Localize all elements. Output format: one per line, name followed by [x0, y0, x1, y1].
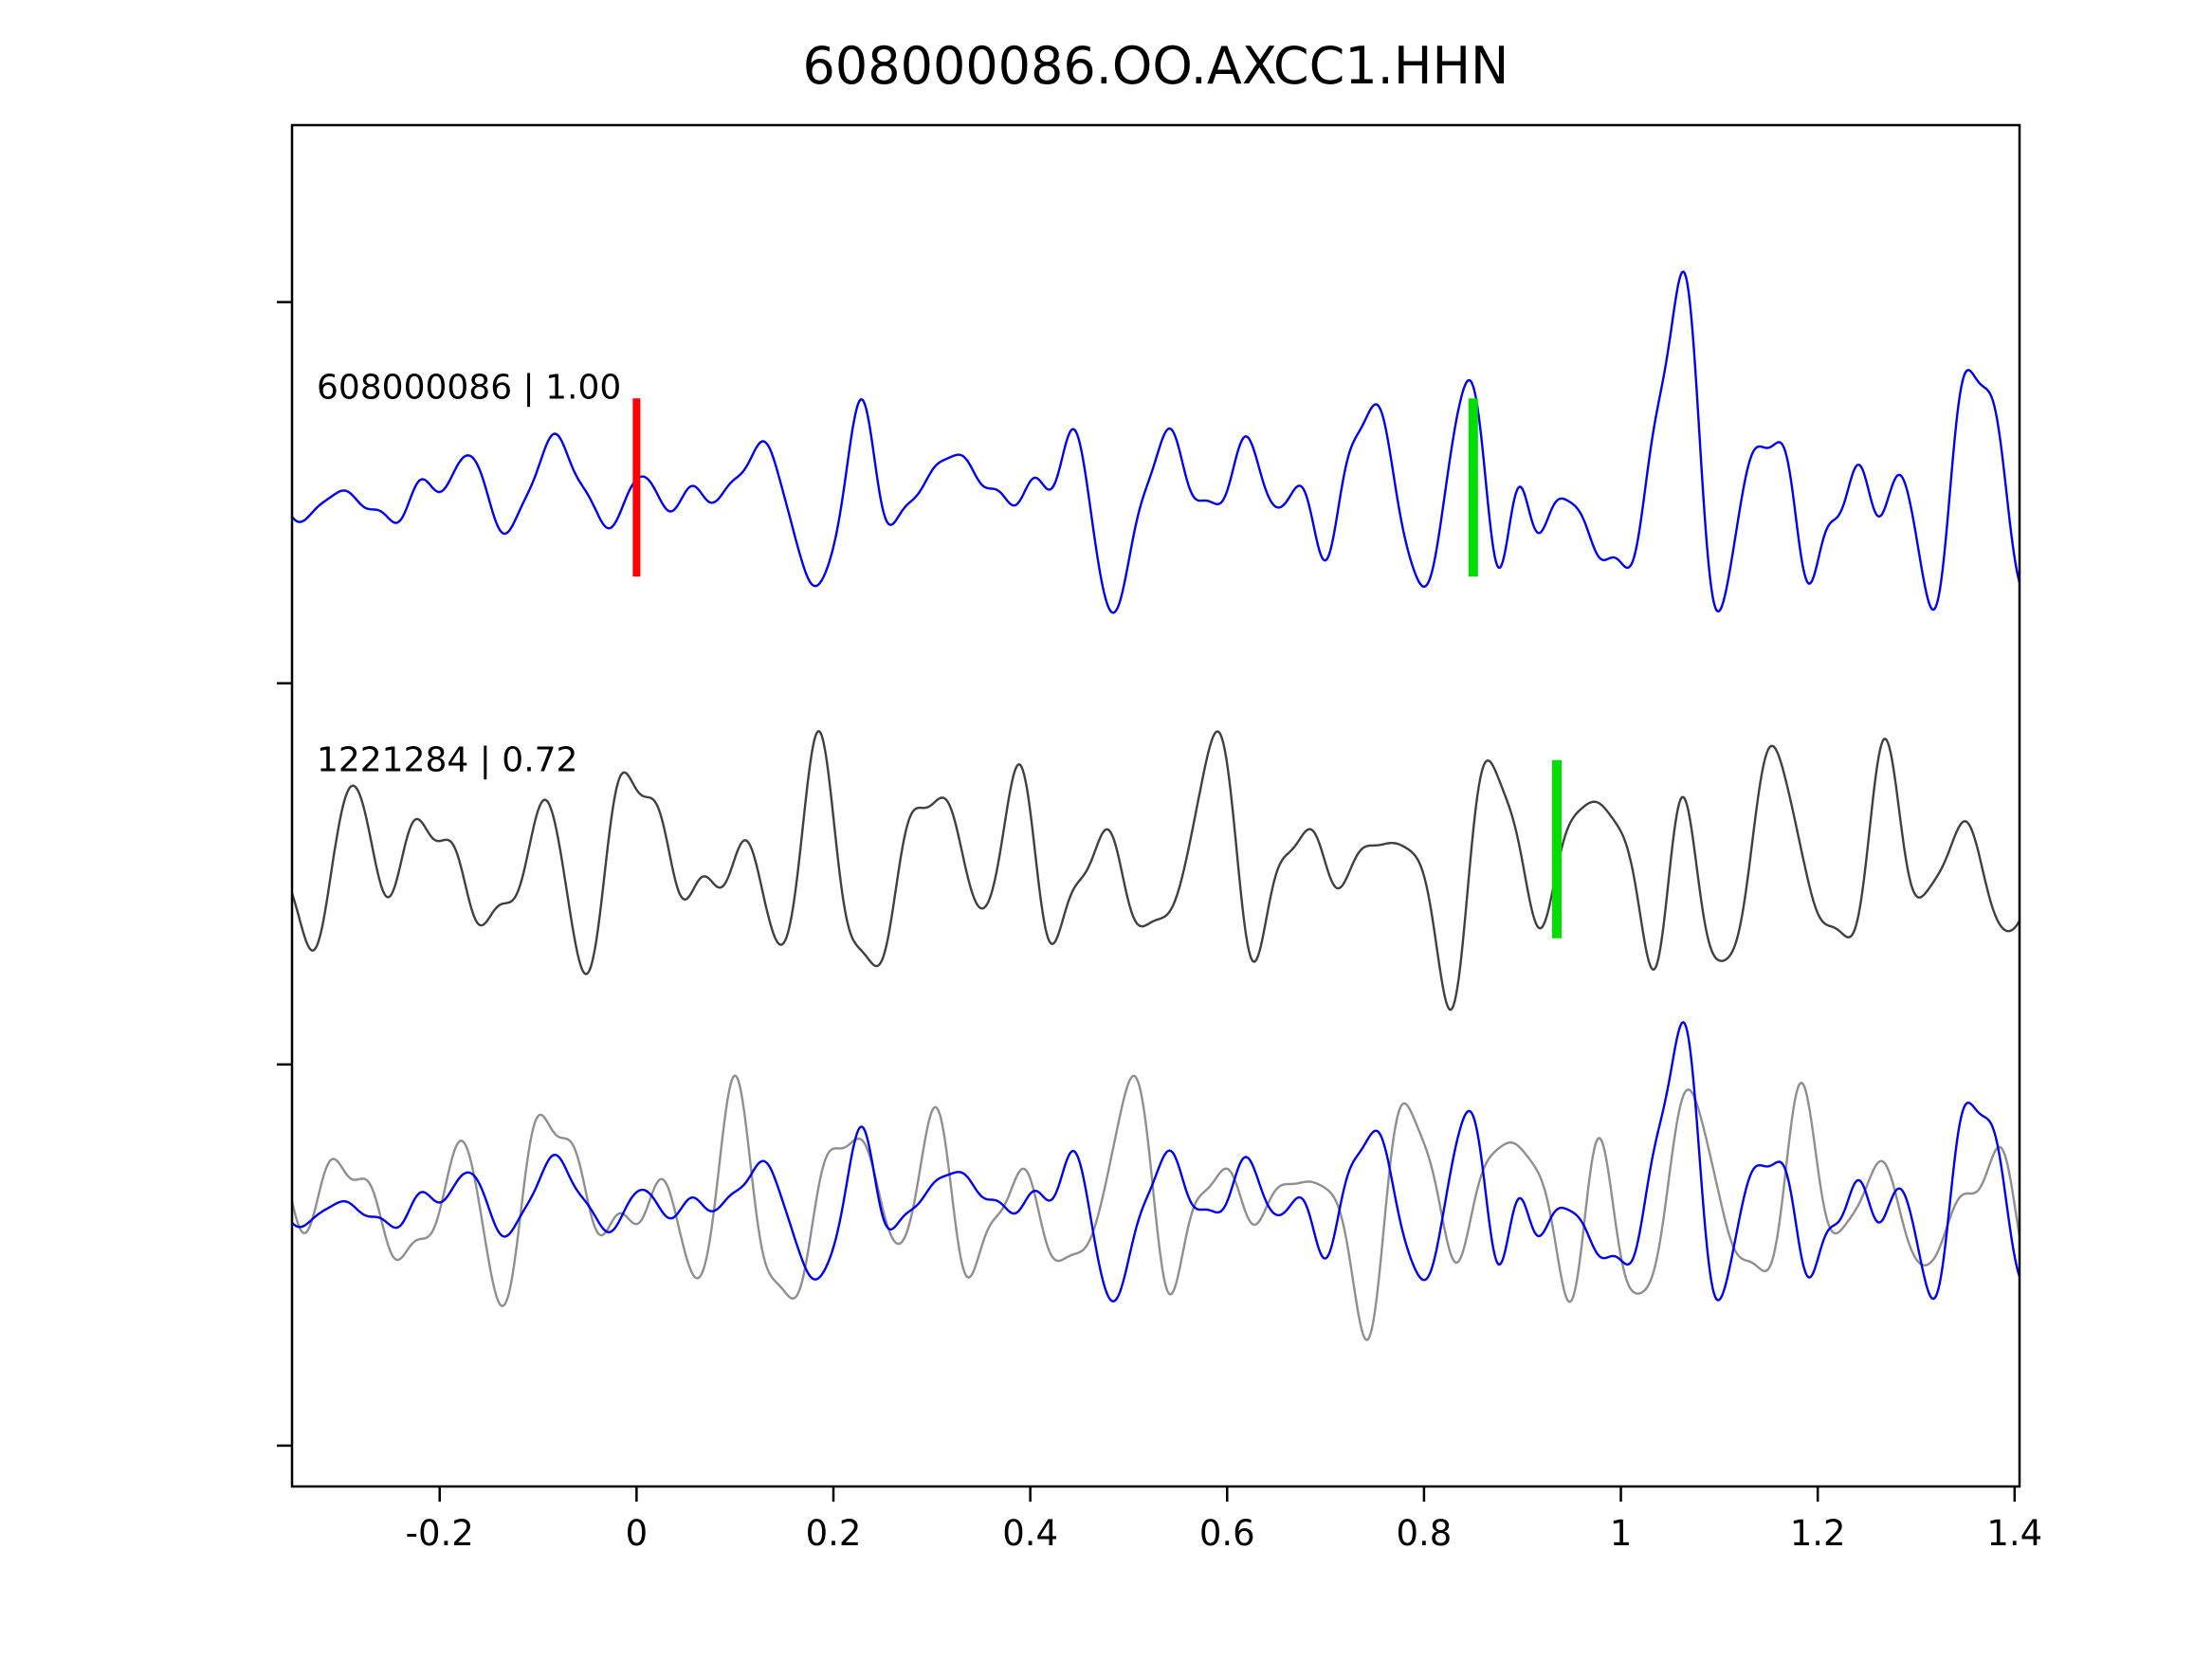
x-tick-label-7: 1.2: [1790, 1513, 1846, 1554]
x-tick-label-2: 0.2: [806, 1513, 862, 1554]
x-tick-label-6: 1: [1610, 1513, 1633, 1554]
trace-overlay-gray: [292, 1074, 2020, 1341]
x-tick-label-3: 0.4: [1002, 1513, 1058, 1554]
x-tick-label-8: 1.4: [1986, 1513, 2042, 1554]
x-tick-label-0: -0.2: [406, 1513, 474, 1554]
pick-markers: [632, 398, 1563, 939]
x-tick-label-4: 0.6: [1199, 1513, 1255, 1554]
x-tick-label-5: 0.8: [1396, 1513, 1452, 1554]
trace-overlay-blue: [292, 1021, 2020, 1303]
plot-border: [290, 123, 2021, 1488]
chart-title: 608000086.OO.AXCC1.HHN: [803, 36, 1509, 96]
x-tick-label-1: 0: [626, 1513, 649, 1554]
waveform-traces: [292, 270, 2020, 1341]
trace-template: [292, 270, 2020, 614]
trace-detection: [292, 730, 2020, 1012]
trace-label-detection: 1221284 | 0.72: [317, 741, 578, 780]
axis-ticks: -0.2 0 0.2 0.4 0.6 0.8 1 1.2 1.4: [277, 301, 2042, 1554]
trace-labels: 608000086 | 1.00 1221284 | 0.72: [317, 368, 621, 779]
trace-label-template: 608000086 | 1.00: [317, 368, 621, 407]
